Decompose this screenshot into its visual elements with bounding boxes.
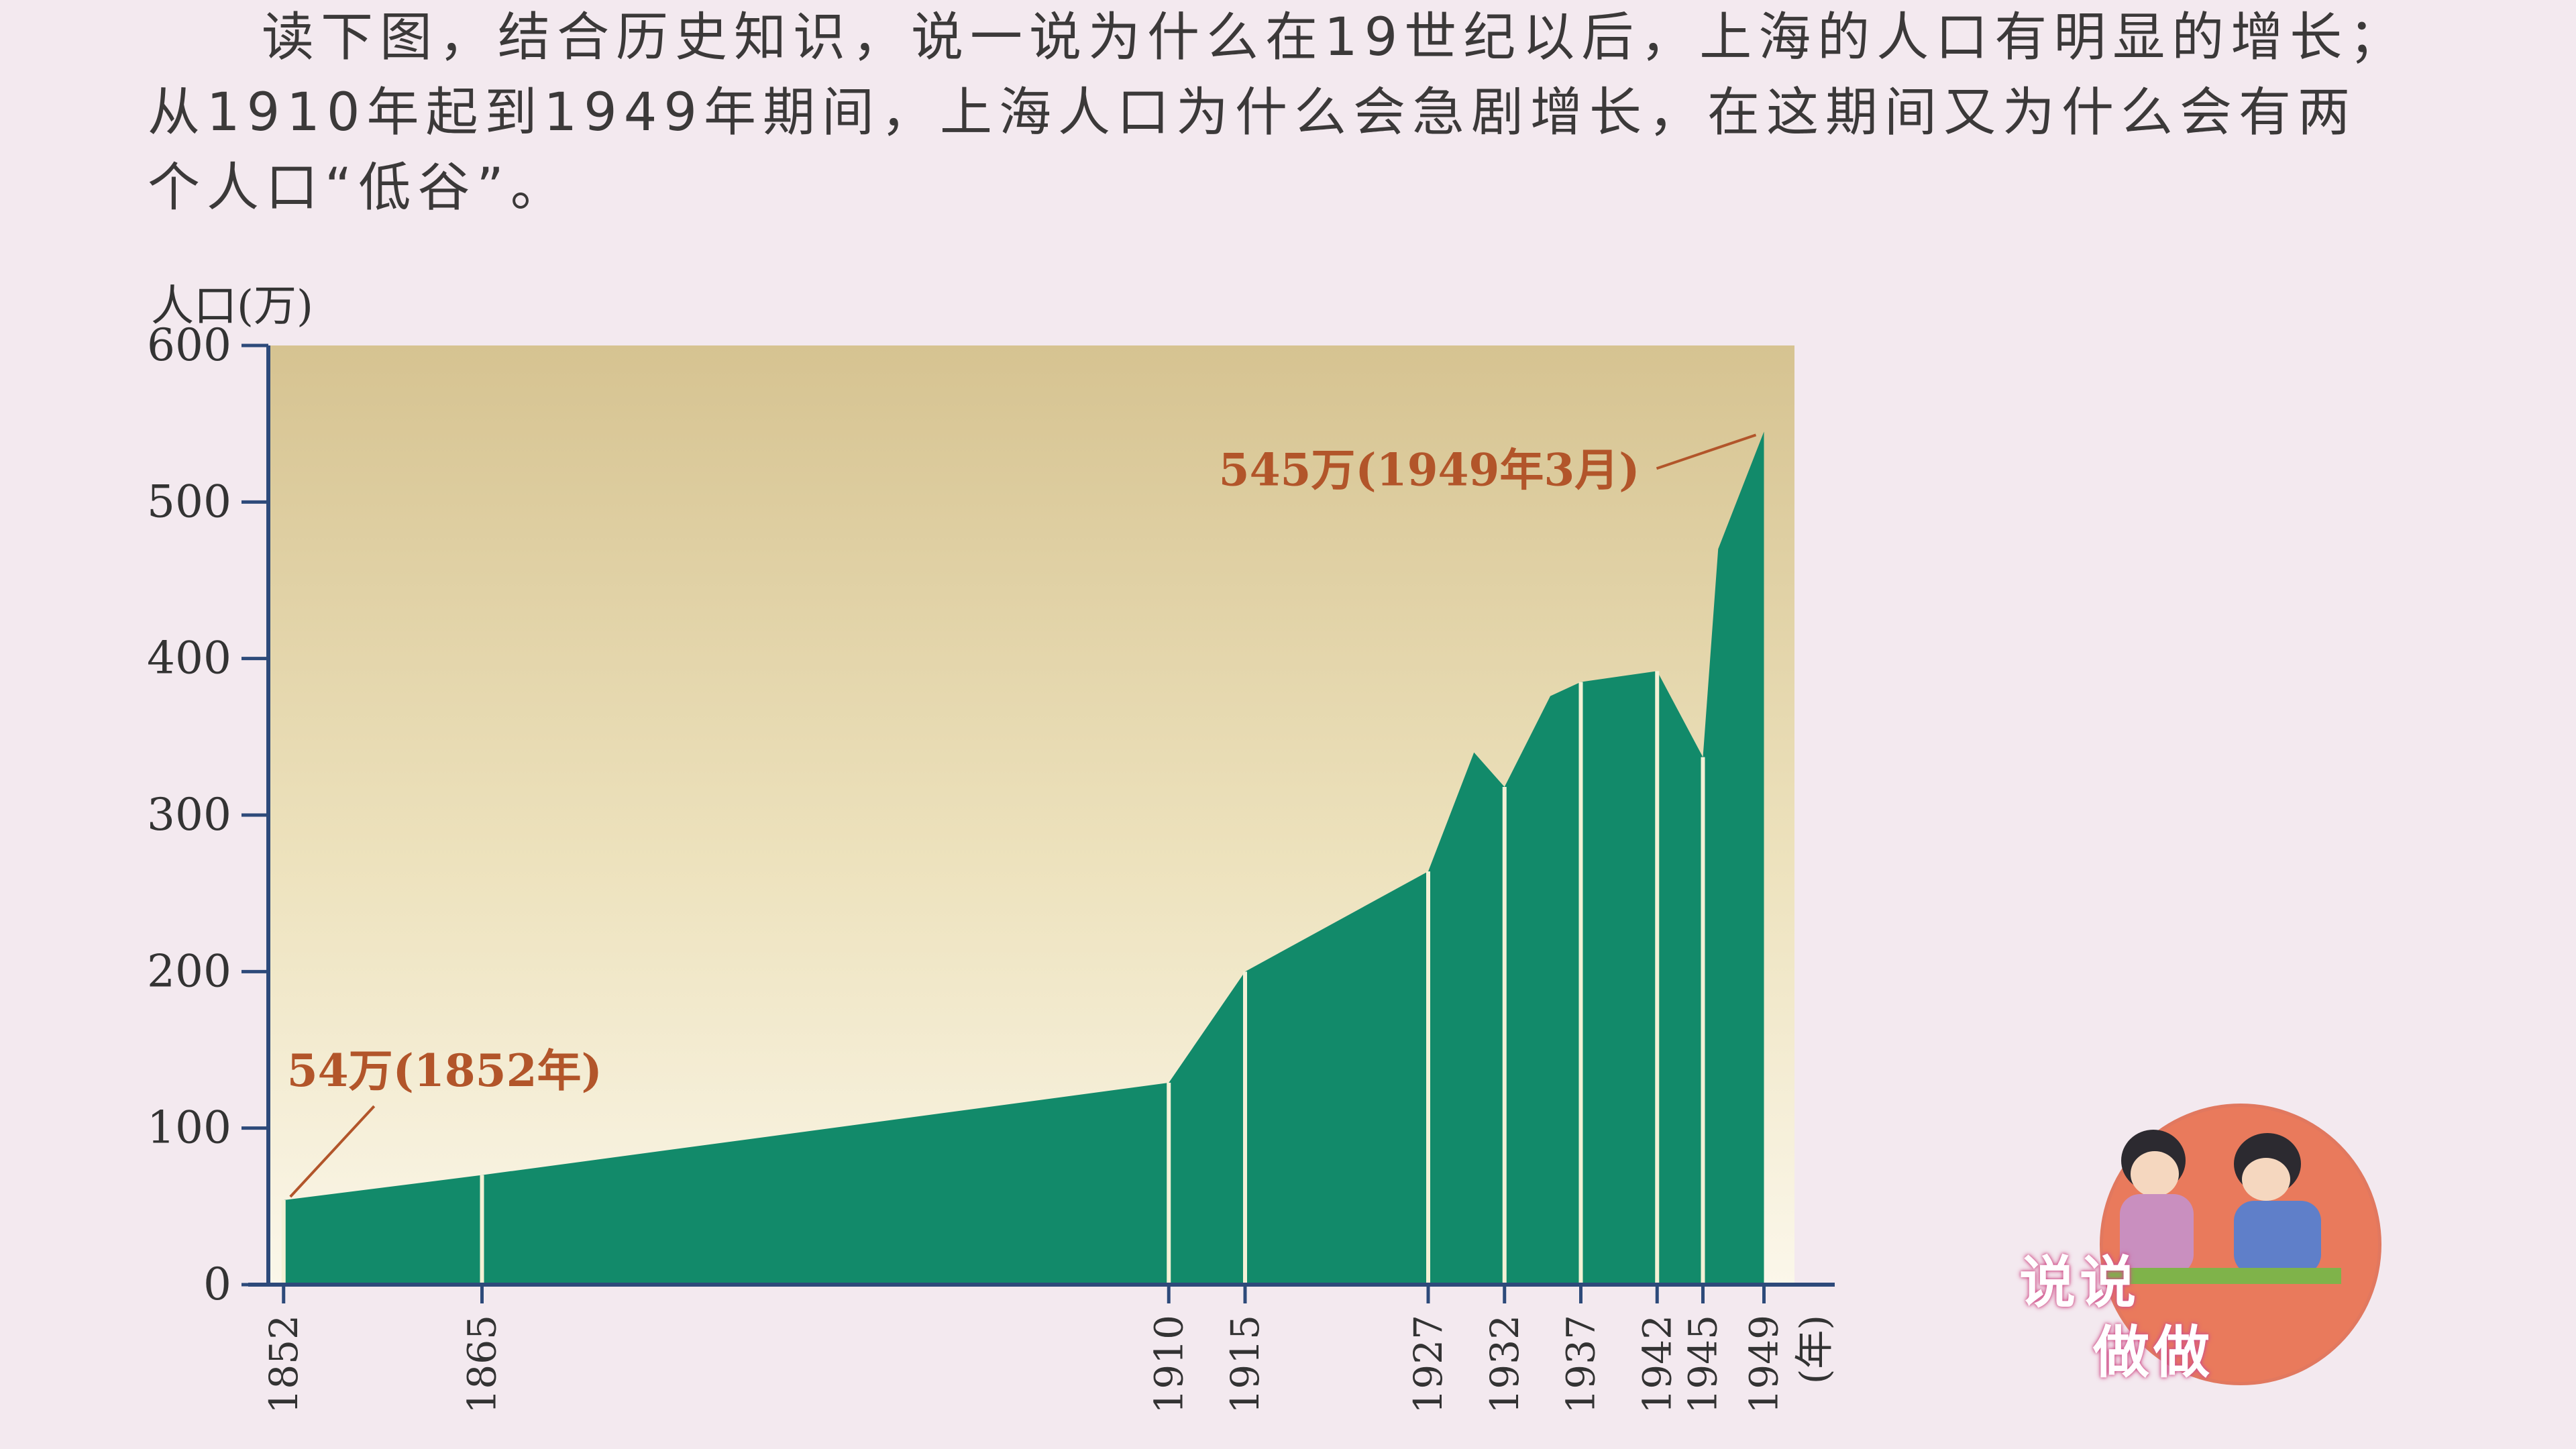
mascot-illustration [2026,1100,2415,1409]
x-tick-label-1852: 1852 [261,1315,307,1414]
y-tick-label-300: 300 [147,789,231,841]
mascot-label-line1: 说说 [2019,1250,2141,1316]
x-tick-label-1937: 1937 [1558,1315,1604,1414]
annotation-label-1852: 54万(1852年) [287,1044,602,1097]
annotation-label-1949: 545万(1949年3月) [1219,443,1640,496]
question-text: 读下图，结合历史知识，说一说为什么在19世纪以后，上海的人口有明显的增长；从19… [148,7,2408,218]
y-tick-label-500: 500 [147,476,231,527]
y-tick-label-100: 100 [147,1102,231,1154]
x-tick-label-1865: 1865 [460,1315,505,1414]
annotation-leader-1949 [1656,433,1757,470]
x-tick-label-1945: 1945 [1680,1315,1726,1414]
x-tick-label-1915: 1915 [1222,1315,1268,1414]
annotation-leader-1852 [289,1105,376,1198]
x-tick-label-1910: 1910 [1146,1315,1191,1414]
y-tick-label-0: 0 [203,1258,231,1310]
y-tick-label-400: 400 [147,633,231,684]
x-tick-label-1927: 1927 [1405,1315,1451,1414]
x-tick-label-1942: 1942 [1634,1315,1680,1414]
x-tick-label-1949: 1949 [1741,1315,1787,1414]
x-tick-label-1932: 1932 [1482,1315,1527,1414]
mascot-label: 说说 做做 [2019,1248,2301,1387]
mascot-label-line2: 做做 [2093,1320,2214,1385]
y-tick-label-200: 200 [147,945,231,997]
two-children-reading-icon [2100,1104,2381,1385]
y-axis-title: 人口(万) [151,282,313,331]
y-tick-label-600: 600 [147,319,231,371]
x-axis-title: (年) [1792,1315,1837,1384]
population-area [283,431,1764,1285]
